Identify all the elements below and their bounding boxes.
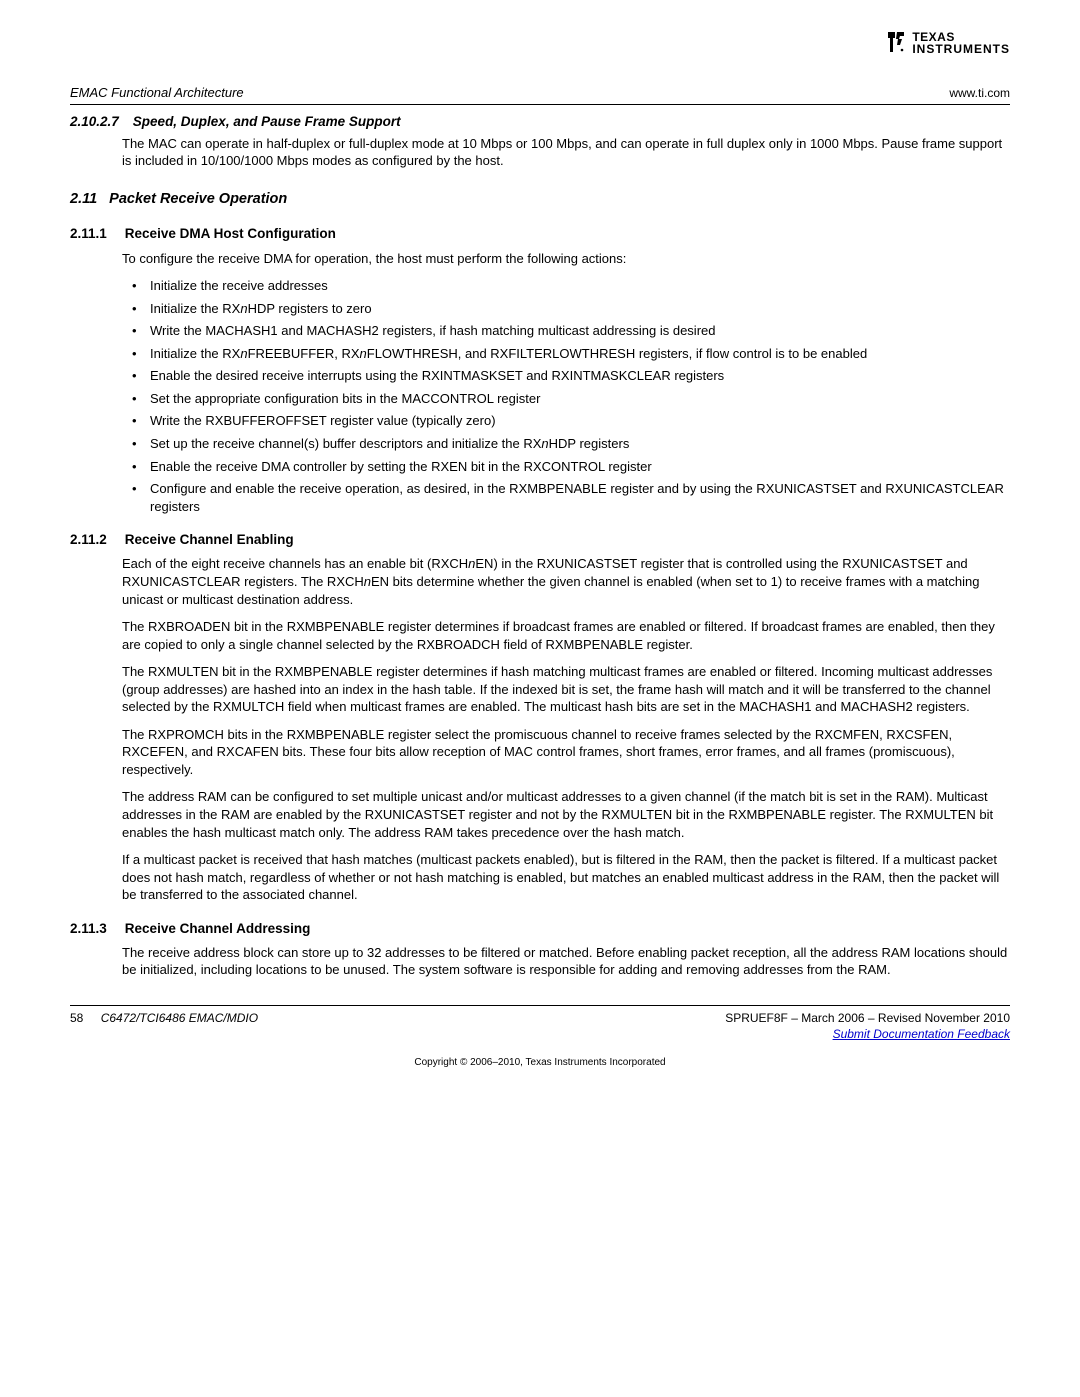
page-top: TEXAS INSTRUMENTS	[70, 30, 1010, 56]
list-item: Configure and enable the receive operati…	[122, 480, 1010, 515]
heading-title: Receive Channel Enabling	[125, 532, 294, 547]
header-right: www.ti.com	[949, 85, 1010, 101]
heading-2-11-1: 2.11.1 Receive DMA Host Configuration	[70, 225, 1010, 243]
heading-num: 2.11.3	[70, 921, 107, 936]
ti-logo-icon	[886, 30, 908, 56]
para: If a multicast packet is received that h…	[122, 851, 1010, 904]
heading-num: 2.11	[70, 191, 97, 207]
header-left: EMAC Functional Architecture	[70, 84, 244, 102]
heading-num: 2.11.1	[70, 226, 107, 241]
config-steps-list: Initialize the receive addresses Initial…	[122, 277, 1010, 515]
list-item: Enable the receive DMA controller by set…	[122, 458, 1010, 476]
para: The RXMULTEN bit in the RXMBPENABLE regi…	[122, 663, 1010, 716]
list-item: Set up the receive channel(s) buffer des…	[122, 435, 1010, 453]
logo-instruments: INSTRUMENTS	[912, 43, 1010, 55]
list-item: Enable the desired receive interrupts us…	[122, 367, 1010, 385]
doc-id-date: SPRUEF8F – March 2006 – Revised November…	[725, 1010, 1010, 1026]
list-item: Set the appropriate configuration bits i…	[122, 390, 1010, 408]
para: To configure the receive DMA for operati…	[122, 250, 1010, 268]
heading-2-11-3: 2.11.3 Receive Channel Addressing	[70, 920, 1010, 938]
ti-logo: TEXAS INSTRUMENTS	[886, 30, 1010, 56]
page-footer: 58 C6472/TCI6486 EMAC/MDIO SPRUEF8F – Ma…	[70, 1005, 1010, 1070]
footer-right: SPRUEF8F – March 2006 – Revised November…	[725, 1010, 1010, 1042]
heading-title: Packet Receive Operation	[109, 191, 287, 207]
para: The MAC can operate in half-duplex or fu…	[122, 135, 1010, 170]
list-item: Initialize the RXnFREEBUFFER, RXnFLOWTHR…	[122, 345, 1010, 363]
heading-title: Receive DMA Host Configuration	[125, 226, 336, 241]
list-item: Initialize the RXnHDP registers to zero	[122, 300, 1010, 318]
heading-num: 2.10.2.7	[70, 114, 119, 129]
heading-2-10-2-7: 2.10.2.7 Speed, Duplex, and Pause Frame S…	[70, 113, 1010, 131]
heading-title: Speed, Duplex, and Pause Frame Support	[133, 114, 401, 129]
feedback-link[interactable]: Submit Documentation Feedback	[833, 1027, 1010, 1041]
heading-title: Receive Channel Addressing	[125, 921, 311, 936]
footer-left: 58 C6472/TCI6486 EMAC/MDIO	[70, 1010, 258, 1042]
para: The RXPROMCH bits in the RXMBPENABLE reg…	[122, 726, 1010, 779]
page-number: 58	[70, 1011, 83, 1025]
para: The address RAM can be configured to set…	[122, 788, 1010, 841]
para: The receive address block can store up t…	[122, 944, 1010, 979]
heading-2-11: 2.11 Packet Receive Operation	[70, 190, 1010, 210]
list-item: Write the RXBUFFEROFFSET register value …	[122, 412, 1010, 430]
doc-title: C6472/TCI6486 EMAC/MDIO	[101, 1011, 258, 1025]
para: The RXBROADEN bit in the RXMBPENABLE reg…	[122, 618, 1010, 653]
heading-2-11-2: 2.11.2 Receive Channel Enabling	[70, 531, 1010, 549]
running-header: EMAC Functional Architecture www.ti.com	[70, 84, 1010, 105]
list-item: Write the MACHASH1 and MACHASH2 register…	[122, 322, 1010, 340]
heading-num: 2.11.2	[70, 532, 107, 547]
list-item: Initialize the receive addresses	[122, 277, 1010, 295]
para: Each of the eight receive channels has a…	[122, 555, 1010, 608]
copyright: Copyright © 2006–2010, Texas Instruments…	[70, 1056, 1010, 1070]
